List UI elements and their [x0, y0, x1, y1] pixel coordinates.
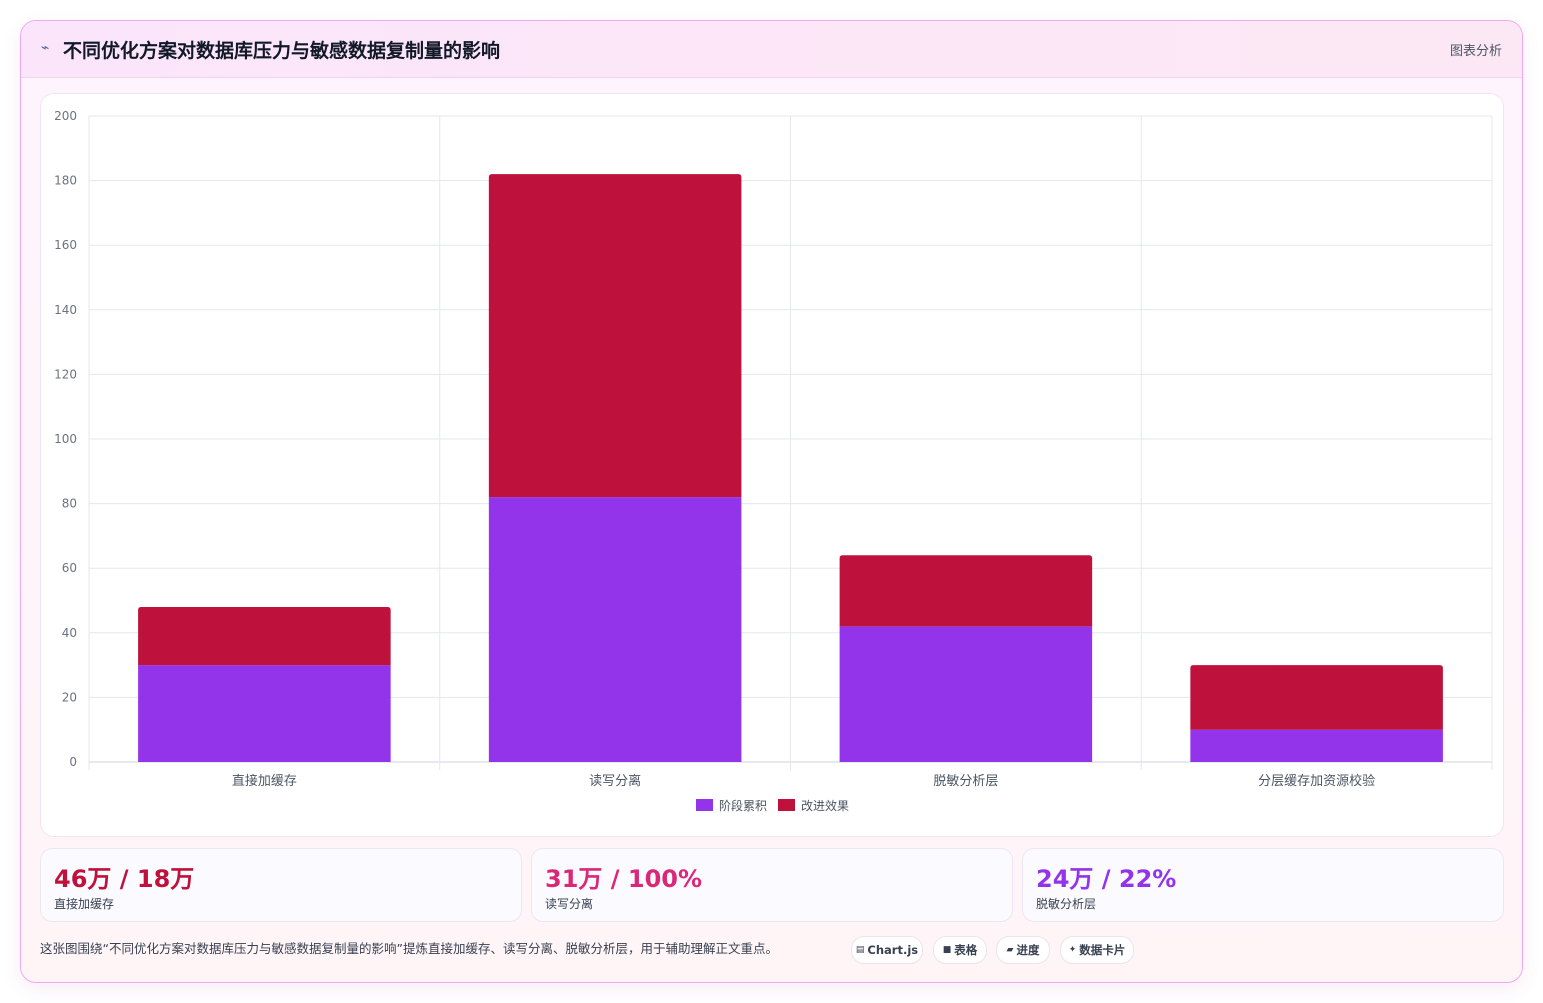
stat-card-masking: 24万 / 22% 脱敏分析层: [1022, 848, 1504, 922]
table-icon: ■: [942, 945, 952, 955]
legend-label: 改进效果: [801, 798, 849, 813]
footer-note: 这张图围绕“不同优化方案对数据库压力与敏感数据复制量的影响”提炼直接加缓存、读写…: [40, 941, 778, 956]
stat-value: 31万 / 100%: [545, 865, 703, 893]
chip-progress[interactable]: ▰ 进度: [996, 936, 1050, 964]
bar-segment: [1190, 729, 1443, 762]
chip-label: 表格: [954, 943, 978, 957]
stat-value: 24万 / 22%: [1036, 865, 1177, 893]
x-tick-label: 脱敏分析层: [933, 774, 998, 789]
y-tick-label: 20: [62, 690, 77, 704]
chip-table[interactable]: ■ 表格: [933, 936, 987, 964]
card-header: ⌁ 不同优化方案对数据库压力与敏感数据复制量的影响 图表分析: [21, 21, 1522, 78]
y-tick-label: 80: [62, 497, 77, 511]
chip-label: 数据卡片: [1079, 943, 1126, 957]
legend-swatch: [778, 799, 795, 811]
stat-value: 46万 / 18万: [54, 865, 195, 893]
y-tick-label: 100: [54, 432, 77, 446]
bar-segment: [488, 174, 742, 498]
bar-segment: [138, 606, 391, 666]
header-tag: 图表分析: [1449, 44, 1502, 59]
bar-segment: [488, 497, 742, 762]
stat-label: 脱敏分析层: [1036, 897, 1097, 911]
stat-label: 读写分离: [545, 897, 594, 911]
sparkle-icon: ✦: [1068, 945, 1077, 955]
x-tick-label: 直接加缓存: [232, 773, 297, 789]
legend-swatch: [696, 799, 713, 811]
y-tick-label: 120: [54, 367, 77, 381]
stat-label: 直接加缓存: [54, 897, 115, 911]
chip-chartjs[interactable]: ▤ Chart.js: [851, 936, 923, 964]
chart-panel: 0 20 40 60 80 100 120 140 160 180 200 直接加缓存 读写分离 脱敏分析…: [40, 93, 1504, 837]
x-tick-label: 分层缓存加资源校验: [1258, 773, 1375, 789]
y-tick-label: 160: [54, 238, 77, 252]
y-tick-label: 40: [62, 626, 77, 640]
stacked-bar-chart: 0 20 40 60 80 100 120 140 160 180 200 直接加缓存 读写分离 脱敏分析…: [54, 109, 1493, 813]
y-tick-label: 60: [62, 561, 77, 575]
chip-label: Chart.js: [867, 943, 919, 957]
chip-label: 进度: [1016, 943, 1040, 957]
bar-segment: [839, 626, 1093, 762]
progress-icon: ▰: [1006, 945, 1014, 955]
chart-line-icon: ⌁: [41, 40, 50, 56]
x-tick-label: 读写分离: [589, 773, 641, 789]
chart-title: 不同优化方案对数据库压力与敏感数据复制量的影响: [63, 40, 501, 62]
stat-card-cache: 46万 / 18万 直接加缓存: [40, 848, 522, 922]
legend-label: 阶段累积: [719, 798, 767, 813]
chip-data-card[interactable]: ✦ 数据卡片: [1060, 936, 1134, 964]
bar-segment: [138, 665, 391, 762]
y-tick-label: 200: [54, 109, 77, 123]
y-tick-label: 180: [54, 174, 77, 188]
y-tick-label: 0: [69, 755, 77, 769]
chart-card: ⌁ 不同优化方案对数据库压力与敏感数据复制量的影响 图表分析 0 20 40 60 80…: [20, 20, 1523, 983]
bar-segment: [1190, 665, 1443, 730]
y-tick-label: 140: [54, 303, 77, 317]
bar-segment: [839, 555, 1093, 627]
stat-card-read-write: 31万 / 100% 读写分离: [531, 848, 1013, 922]
chart-icon: ▤: [855, 945, 865, 955]
